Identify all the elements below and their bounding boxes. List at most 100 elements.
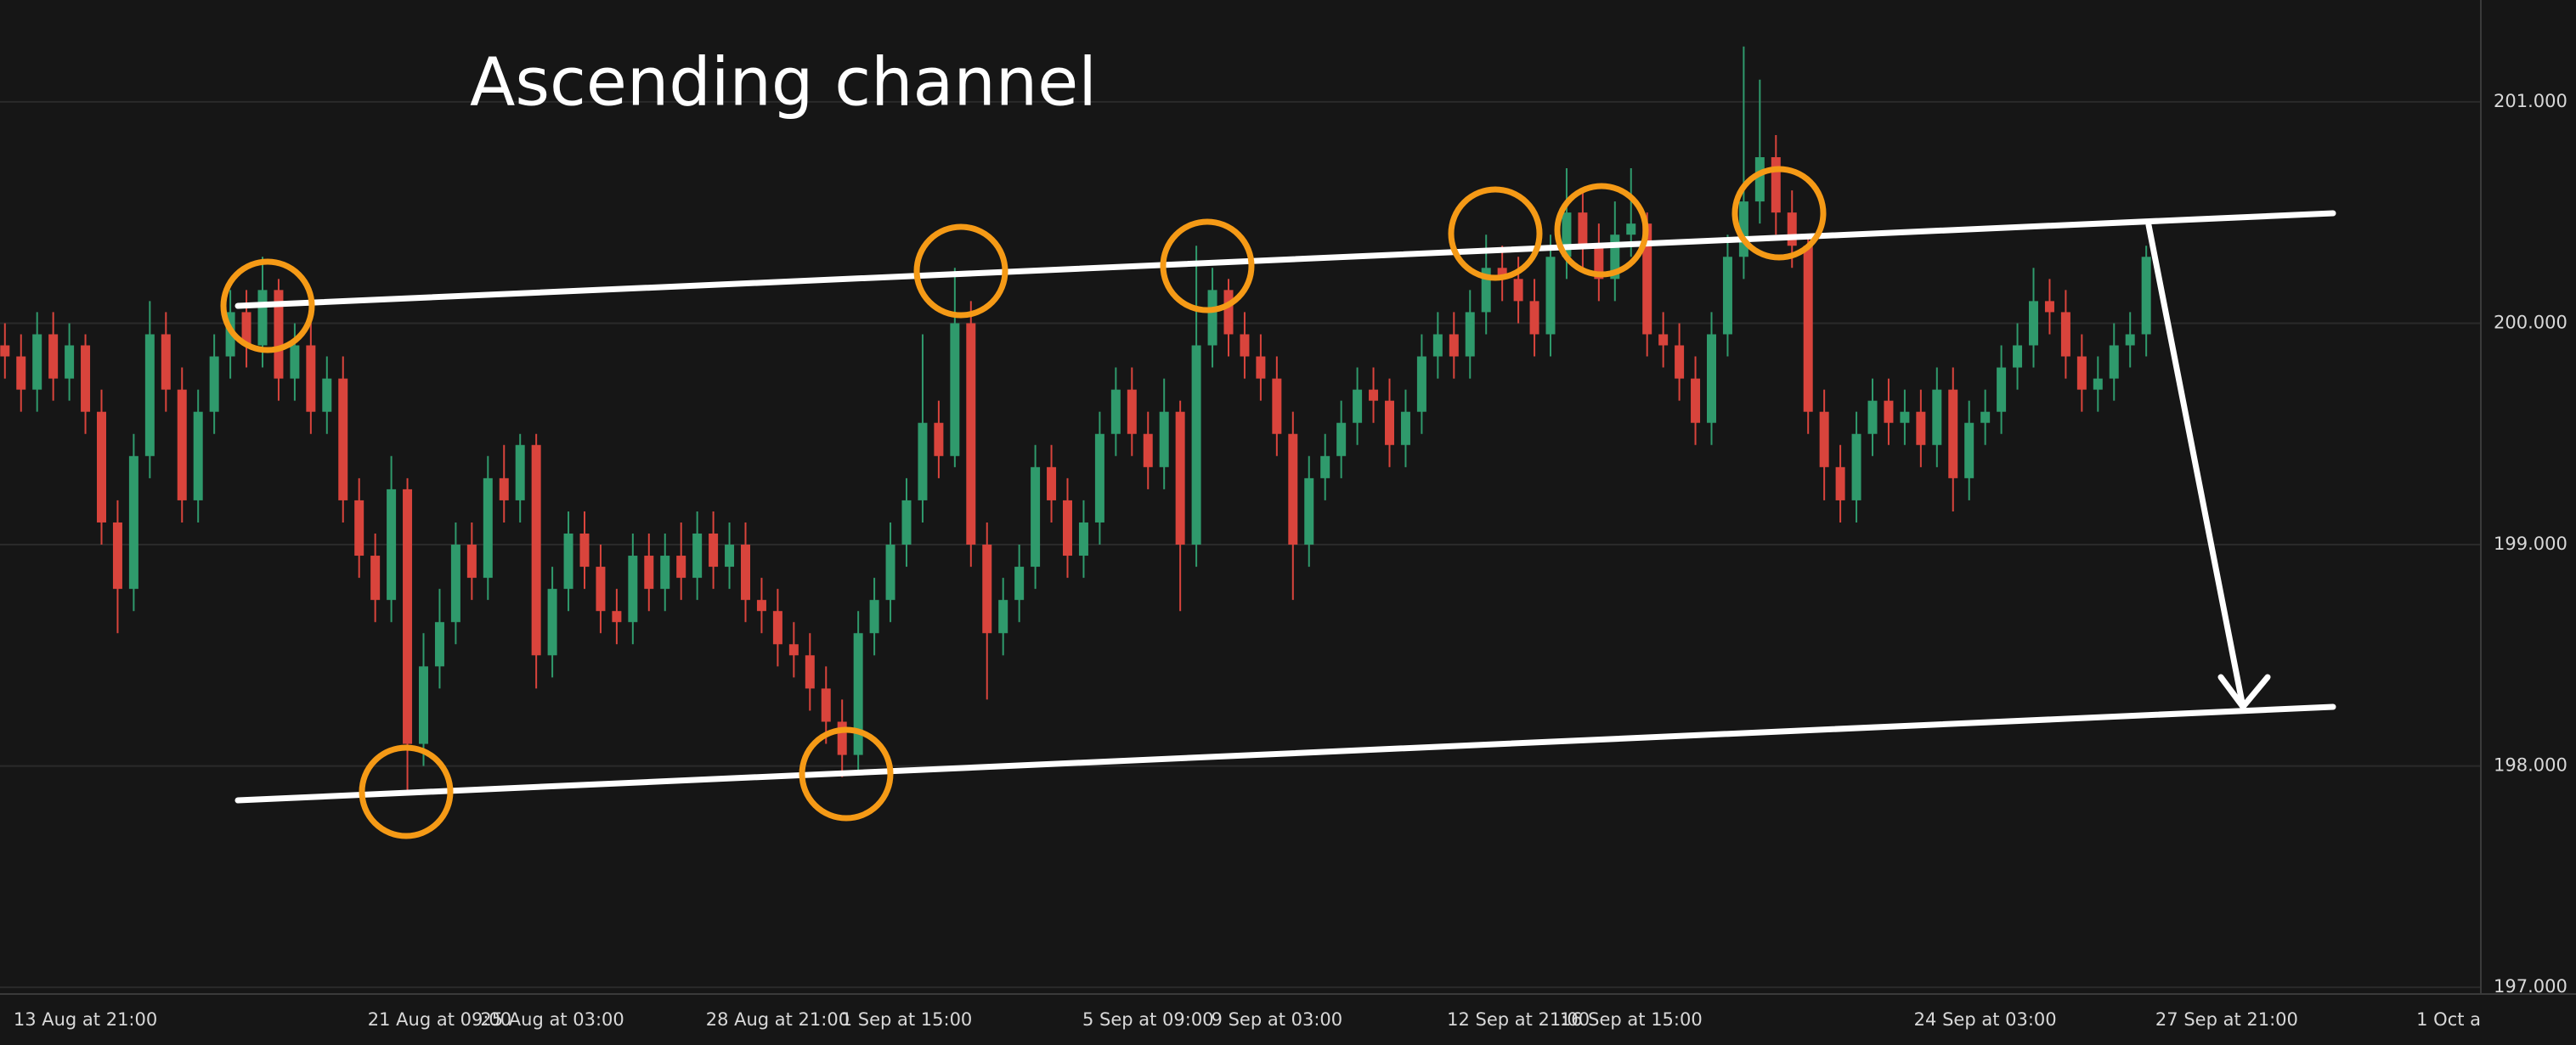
touch-circle — [1448, 186, 1543, 281]
candle-body — [290, 345, 300, 379]
candle-body — [161, 334, 171, 390]
candle-body — [1980, 411, 1991, 423]
x-tick-label: 27 Sep at 21:00 — [2155, 1009, 2298, 1030]
candle-body — [1610, 234, 1620, 280]
x-tick-label: 5 Sep at 09:00 — [1082, 1009, 1214, 1030]
candle-body — [531, 444, 541, 656]
candle-body — [419, 666, 428, 744]
touch-circle — [359, 744, 454, 839]
candle-body — [1288, 433, 1298, 545]
touch-circle — [220, 258, 315, 353]
candle-body — [1159, 411, 1169, 467]
x-tick-label: 13 Aug at 21:00 — [14, 1009, 157, 1030]
candle-body — [466, 545, 477, 579]
candle-body — [1932, 389, 1942, 445]
candle-body — [1432, 334, 1443, 357]
candle-body — [788, 644, 799, 656]
candle-body — [65, 345, 75, 379]
candle-body — [1127, 389, 1137, 434]
lower-channel-line — [234, 703, 2336, 804]
candle-body — [950, 323, 960, 456]
candle-body — [2109, 345, 2119, 379]
candle-body — [387, 489, 397, 601]
candle-body — [1272, 378, 1282, 434]
candle-body — [257, 290, 268, 346]
candle-body — [434, 622, 444, 667]
candle-body — [660, 556, 670, 590]
candle-body — [97, 411, 106, 522]
touch-circle — [799, 726, 894, 822]
candle-body — [1369, 389, 1379, 401]
candle-body — [1835, 466, 1845, 500]
candle-body — [306, 345, 316, 412]
candle-body — [177, 389, 187, 500]
candle-body — [193, 411, 203, 500]
candle-body — [2060, 312, 2070, 357]
touch-circle — [1160, 218, 1255, 314]
x-tick-label: 9 Sep at 03:00 — [1212, 1009, 1343, 1030]
candle-body — [1545, 257, 1556, 335]
x-tick-label: 16 Sep at 15:00 — [1560, 1009, 1703, 1030]
candle-body — [596, 567, 606, 612]
candle-body — [2125, 334, 2135, 346]
candle-body — [1336, 422, 1347, 456]
candle-body — [128, 455, 138, 590]
candle-body — [901, 500, 912, 545]
candle-body — [1562, 212, 1572, 257]
candle-body — [370, 556, 381, 601]
candle-body — [1626, 223, 1636, 235]
candle-body — [209, 356, 219, 412]
candle-body — [853, 633, 863, 755]
candle-body — [1031, 466, 1041, 568]
candle-body — [2076, 356, 2087, 390]
candle-body — [1320, 455, 1330, 478]
touch-circle — [1554, 183, 1649, 278]
x-tick-label: 25 Aug at 03:00 — [480, 1009, 624, 1030]
candle-body — [1143, 433, 1153, 467]
candle-body — [579, 533, 590, 568]
candle-body — [2044, 301, 2054, 313]
candle-body — [499, 477, 509, 500]
candle-body — [144, 334, 155, 456]
candle-body — [1819, 411, 1829, 467]
candle-body — [2141, 257, 2151, 335]
candle-body — [869, 600, 879, 634]
candle-body — [547, 589, 557, 656]
candle-body — [1594, 246, 1604, 280]
candle-body — [274, 290, 284, 379]
candle-body — [2013, 345, 2023, 368]
candle-body — [1916, 411, 1926, 445]
y-tick-label: 201.000 — [2494, 91, 2568, 111]
candle-body — [725, 545, 735, 568]
candle-body — [1175, 411, 1185, 545]
candle-body — [1094, 433, 1104, 522]
candle-body — [2093, 378, 2103, 390]
touch-circle — [1731, 166, 1827, 261]
candles — [0, 46, 2151, 793]
candle-body — [2029, 301, 2038, 346]
candle-body — [1675, 345, 1685, 379]
candle-body — [1481, 268, 1491, 313]
y-tick-label: 198.000 — [2494, 755, 2568, 776]
candle-body — [450, 545, 460, 623]
candle-body — [821, 688, 831, 722]
candle-body — [1207, 290, 1217, 346]
candle-body — [1787, 212, 1797, 246]
candle-body — [48, 334, 59, 379]
y-tick-label: 197.000 — [2494, 976, 2568, 997]
x-tick-label: 12 Sep at 21:00 — [1447, 1009, 1590, 1030]
candle-body — [1997, 367, 2007, 412]
candle-body — [1578, 212, 1588, 246]
candle-body — [16, 356, 26, 390]
candle-body — [1513, 279, 1523, 302]
candle-body — [1223, 290, 1234, 335]
candle-body — [628, 556, 638, 623]
candle-body — [563, 533, 573, 590]
candle-body — [918, 422, 928, 500]
candle-body — [32, 334, 42, 390]
candle-body — [1754, 157, 1765, 202]
candle-body — [1964, 422, 1974, 478]
candle-body — [837, 721, 847, 755]
